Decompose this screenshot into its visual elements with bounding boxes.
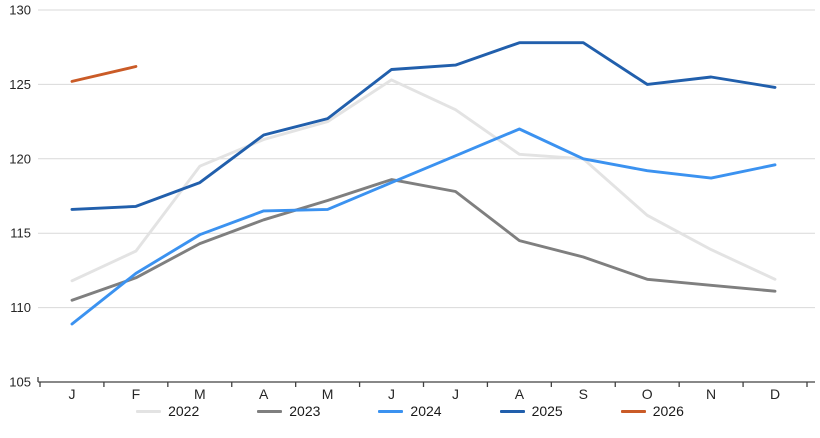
x-axis-label-10: N xyxy=(706,386,716,402)
x-axis-label-1: F xyxy=(132,386,141,402)
x-axis-label-8: S xyxy=(579,386,588,402)
legend-item-2023: 2023 xyxy=(257,403,320,419)
x-axis-label-9: O xyxy=(642,386,653,402)
x-axis-label-11: D xyxy=(770,386,780,402)
x-axis-label-7: A xyxy=(515,386,525,402)
series-line-2025 xyxy=(70,41,777,211)
x-axis-label-3: A xyxy=(259,386,269,402)
legend-swatch-2023 xyxy=(257,409,283,413)
x-axis xyxy=(37,377,815,387)
legend-swatch-2025 xyxy=(499,409,525,413)
x-axis-label-6: J xyxy=(452,386,459,402)
y-axis-label-125: 125 xyxy=(9,77,31,92)
legend-swatch-2024 xyxy=(378,409,404,413)
legend-swatch-2026 xyxy=(620,409,646,413)
x-axis-label-5: J xyxy=(388,386,395,402)
x-axis-label-2: M xyxy=(194,386,206,402)
legend-label: 2023 xyxy=(289,403,321,419)
series-line-2026 xyxy=(70,65,138,83)
y-axis-labels: 105 110 115 120 125 130 xyxy=(9,3,31,390)
legend-label: 2026 xyxy=(652,403,684,419)
series-line-2023 xyxy=(70,178,777,302)
x-axis-label-0: J xyxy=(69,386,76,402)
y-axis-label-110: 110 xyxy=(10,300,31,315)
y-axis-label-130: 130 xyxy=(9,3,31,18)
legend-item-2025: 2025 xyxy=(499,403,563,419)
legend-label: 2024 xyxy=(410,403,442,419)
legend-swatch-2022 xyxy=(136,409,162,413)
y-axis-label-120: 120 xyxy=(9,151,31,166)
chart-canvas: 105 110 115 120 125 130 J F M A M J J A S O N D xyxy=(9,3,815,402)
y-axis-label-115: 115 xyxy=(10,226,31,241)
gridlines xyxy=(38,9,815,309)
series-line-2024 xyxy=(70,127,777,326)
legend-item-2026: 2026 xyxy=(620,403,684,419)
x-axis-label-4: M xyxy=(322,386,334,402)
legend-item-2022: 2022 xyxy=(136,403,199,419)
legend-label: 2025 xyxy=(531,403,563,419)
chart-legend: 2022 2023 2024 2025 2026 xyxy=(0,403,820,419)
series-lines xyxy=(70,41,777,326)
series-line-2022 xyxy=(70,78,777,283)
y-axis-label-105: 105 xyxy=(9,375,31,390)
legend-label: 2022 xyxy=(168,403,200,419)
legend-item-2024: 2024 xyxy=(378,403,442,419)
